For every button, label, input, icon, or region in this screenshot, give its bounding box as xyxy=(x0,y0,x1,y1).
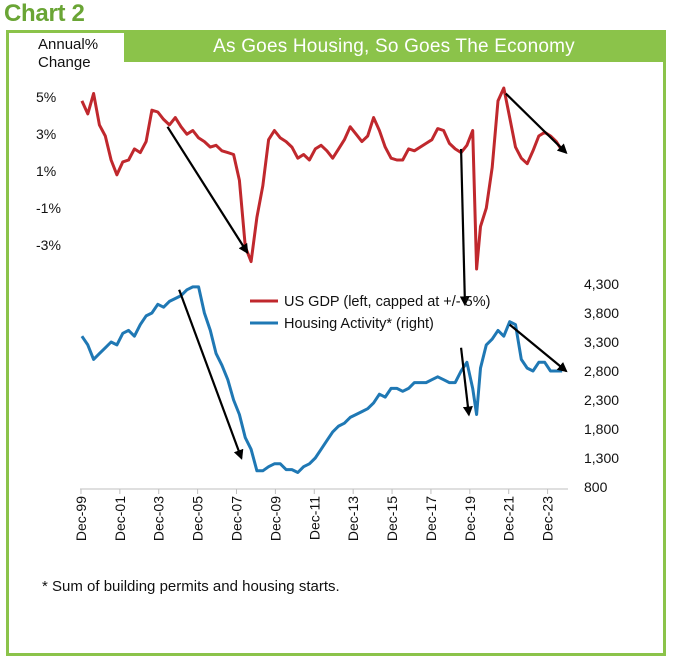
x-tick-label: Dec-21 xyxy=(501,496,517,541)
axes-layer: 5% 3% 1% -1% -3% 4,300 3,800 3,300 2,800 2,300 1,8… xyxy=(36,89,619,541)
x-tick-label: Dec-17 xyxy=(423,496,439,541)
x-tick-label: Dec-11 xyxy=(306,496,322,540)
left-tick-label: -1% xyxy=(36,200,61,216)
x-tick-label: Dec-15 xyxy=(384,496,400,541)
left-tick-label: 3% xyxy=(36,126,56,142)
right-tick-label: 2,300 xyxy=(584,392,619,408)
annotation-arrow xyxy=(505,92,568,155)
legend-label: US GDP (left, capped at +/- 5%) xyxy=(284,294,490,310)
annotation-arrow xyxy=(166,126,249,255)
x-tick-label: Dec-03 xyxy=(151,496,167,541)
right-tick-label: 4,300 xyxy=(584,276,619,292)
chart-title: As Goes Housing, So Goes The Economy xyxy=(124,32,664,62)
left-axis-title-line1: Annual% xyxy=(38,36,99,53)
series-layer xyxy=(80,86,564,474)
right-tick-label: 2,800 xyxy=(584,363,619,379)
x-tick-label: Dec-07 xyxy=(229,496,245,541)
annotation-arrows xyxy=(166,92,568,460)
annotation-arrow xyxy=(178,289,244,460)
x-tick-label: Dec-19 xyxy=(462,496,478,541)
gdp-series-line xyxy=(80,86,564,271)
right-tick-label: 3,800 xyxy=(584,305,619,321)
right-tick-label: 800 xyxy=(584,479,608,495)
x-tick-label: Dec-13 xyxy=(345,496,361,541)
legend: US GDP (left, capped at +/- 5%) Housing A… xyxy=(250,294,490,332)
right-tick-label: 1,300 xyxy=(584,450,619,466)
x-tick-label: Dec-01 xyxy=(112,496,128,541)
x-tick-label: Dec-09 xyxy=(267,496,283,541)
left-tick-label: 1% xyxy=(36,163,56,179)
chart-label: Chart 2 xyxy=(4,0,85,27)
left-tick-label: -3% xyxy=(36,237,61,253)
left-tick-label: 5% xyxy=(36,89,56,105)
right-tick-label: 3,300 xyxy=(584,334,619,350)
x-tick-label: Dec-05 xyxy=(190,496,206,541)
x-tick-label: Dec-23 xyxy=(540,496,556,541)
annotation-arrow xyxy=(459,347,473,417)
right-tick-label: 1,800 xyxy=(584,421,619,437)
x-tick-label: Dec-99 xyxy=(73,496,89,541)
left-axis-title: Annual% Change xyxy=(38,36,98,72)
housing-series-line xyxy=(80,285,563,474)
annotation-arrow xyxy=(508,323,568,373)
annotation-arrow xyxy=(459,148,470,307)
legend-label: Housing Activity* (right) xyxy=(284,316,434,332)
left-axis-title-line2: Change xyxy=(38,54,91,71)
footnote: * Sum of building permits and housing st… xyxy=(42,578,340,595)
